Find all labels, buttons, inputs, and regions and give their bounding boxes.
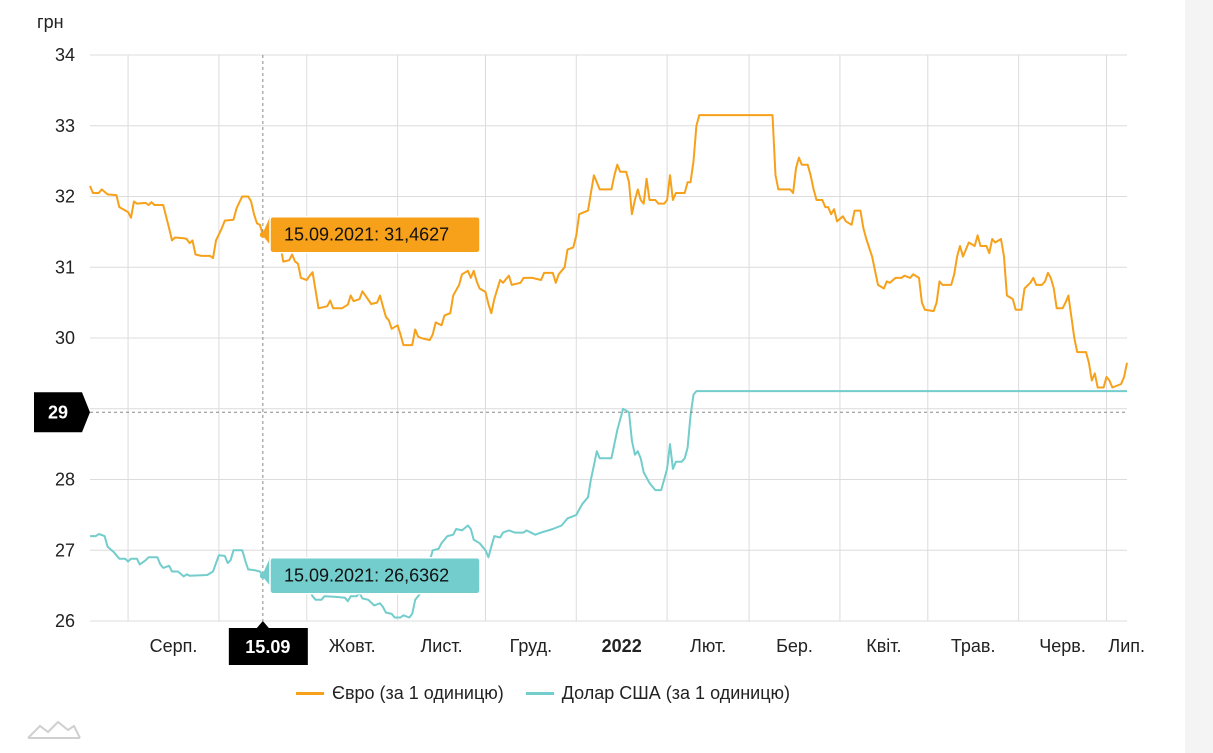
legend-swatch-usd [525, 692, 554, 695]
x-tick-label: Бер. [776, 636, 813, 656]
scrollbar-track[interactable] [1185, 0, 1213, 753]
x-tick-label: Груд. [510, 636, 552, 656]
crosshair-price-label: 29 [48, 402, 68, 422]
x-tick-label: Лют. [690, 636, 726, 656]
grid [90, 54, 1127, 622]
x-tick-label: Серп. [150, 636, 198, 656]
legend-label-usd: Долар США (за 1 одиницю) [561, 683, 791, 703]
crosshair-date-label: 15.09 [245, 637, 290, 657]
y-tick-label: 34 [55, 45, 75, 65]
tooltip-text: 15.09.2021: 26,6362 [284, 566, 449, 586]
tooltip-point [259, 572, 266, 579]
x-axis: Серп. Жовт. Лист. Груд. 2022 Лют. Бер. Квіт. Тра… [150, 636, 1145, 656]
y-tick-label: 32 [55, 187, 75, 207]
tooltip-euro: 15.09.2021: 31,4627 [259, 215, 481, 254]
y-tick-label: 28 [55, 470, 75, 490]
crosshair-price-box [34, 392, 90, 433]
y-tick-label: 27 [55, 540, 75, 560]
y-tick-label: 30 [55, 328, 75, 348]
series-lines [89, 114, 1128, 619]
tooltip-text: 15.09.2021: 31,4627 [284, 225, 449, 245]
x-tick-label: Лист. [420, 636, 462, 656]
series-line-euro[interactable] [89, 114, 1128, 389]
y-tick-label: 33 [55, 116, 75, 136]
tooltip-point [259, 231, 266, 238]
crosshair-overlay: 29 15.09 15.09.2021: 31,4627 15.09.2021: 26… [34, 55, 1127, 665]
y-tick-label: 26 [55, 611, 75, 631]
series-line-usd[interactable] [90, 390, 1127, 619]
x-tick-label: Трав. [951, 636, 996, 656]
tooltip-box [269, 556, 481, 595]
legend-swatch-euro [296, 692, 324, 695]
y-unit-label: грн [37, 12, 64, 32]
x-tick-label: 2022 [602, 636, 642, 656]
y-tick-label: 31 [55, 257, 75, 277]
x-tick-label: Лип. [1108, 636, 1145, 656]
crosshair-date-box [228, 621, 308, 665]
x-tick-label: Жовт. [329, 636, 376, 656]
y-axis: 26 27 28 29 30 31 32 33 34 грн [37, 12, 75, 631]
x-tick-label: Черв. [1039, 636, 1086, 656]
legend: Євро (за 1 одиницю) Долар США (за 1 один… [296, 683, 790, 704]
tooltip-pointer [262, 557, 270, 586]
tooltip-box [269, 215, 481, 254]
legend-label-euro: Євро (за 1 одиницю) [332, 683, 504, 703]
tooltip-usd: 15.09.2021: 26,6362 [259, 556, 481, 595]
tooltip-pointer [262, 216, 270, 245]
x-tick-label: Квіт. [866, 636, 901, 656]
legend-item-euro[interactable]: Євро (за 1 одиницю) [296, 683, 504, 704]
legend-item-usd[interactable]: Долар США (за 1 одиницю) [525, 683, 791, 704]
mountain-logo-icon [27, 720, 81, 739]
